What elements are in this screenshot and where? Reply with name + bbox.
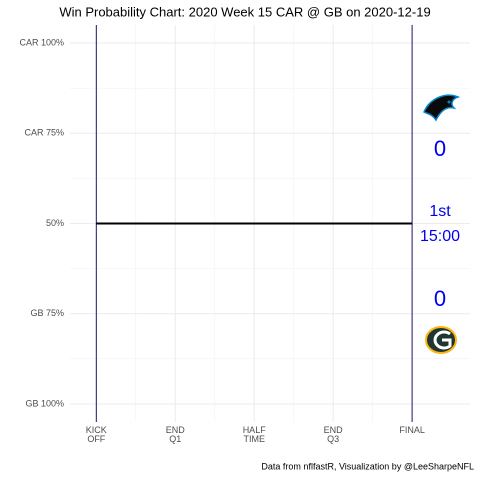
y-tick-label: CAR 100% xyxy=(19,37,64,47)
y-tick-label: 50% xyxy=(46,218,64,228)
away-logo xyxy=(423,94,461,122)
x-tick-label: FINAL xyxy=(399,425,425,435)
x-tick-label: HALF TIME xyxy=(242,425,266,444)
away-score: 0 xyxy=(434,136,446,161)
y-tick-label: GB 100% xyxy=(25,398,64,408)
x-tick-label: END Q1 xyxy=(165,425,185,444)
quarter: 1st xyxy=(429,203,451,220)
y-tick-label: GB 75% xyxy=(30,308,64,318)
caption: Data from nflfastR, Visualization by @Le… xyxy=(261,461,474,471)
home-score: 0 xyxy=(434,286,446,311)
annotations: 0 1st 15:00 0 xyxy=(420,136,460,311)
clock: 15:00 xyxy=(420,228,460,245)
y-tick-label: CAR 75% xyxy=(24,128,64,138)
chart-title: Win Probability Chart: 2020 Week 15 CAR … xyxy=(59,4,430,19)
home-logo xyxy=(425,326,457,354)
x-tick-label: KICK OFF xyxy=(85,425,107,444)
x-tick-label: END Q3 xyxy=(323,425,343,444)
